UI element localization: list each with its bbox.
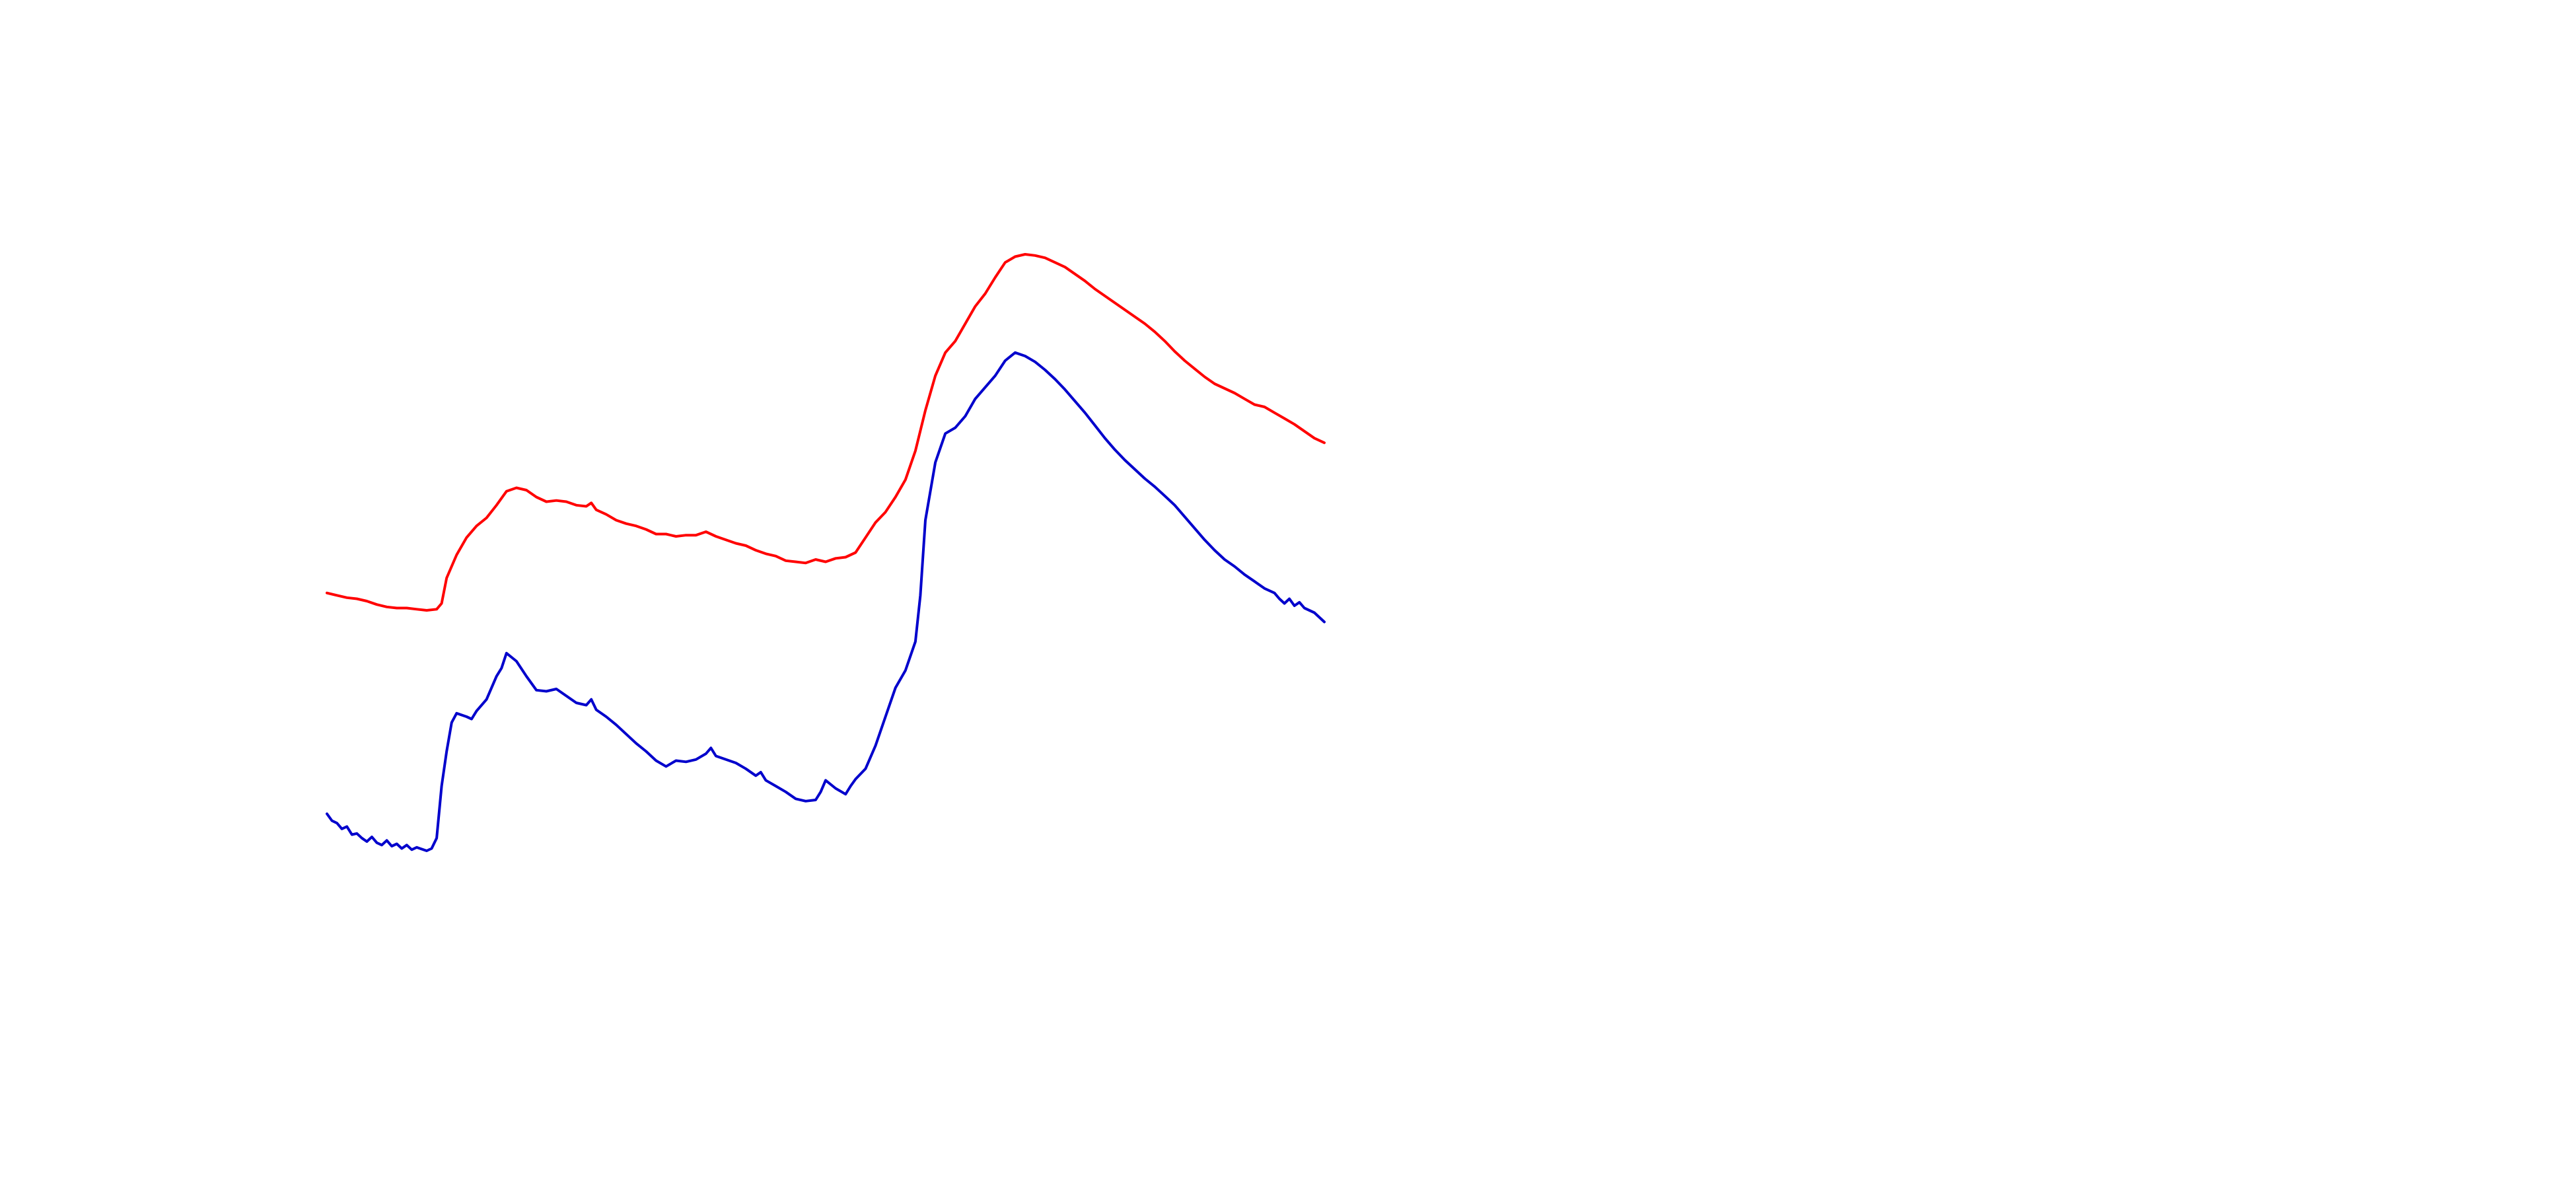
plot-area [326,253,1326,852]
series-line-1 [326,253,1326,612]
series-line-2 [326,351,1326,852]
